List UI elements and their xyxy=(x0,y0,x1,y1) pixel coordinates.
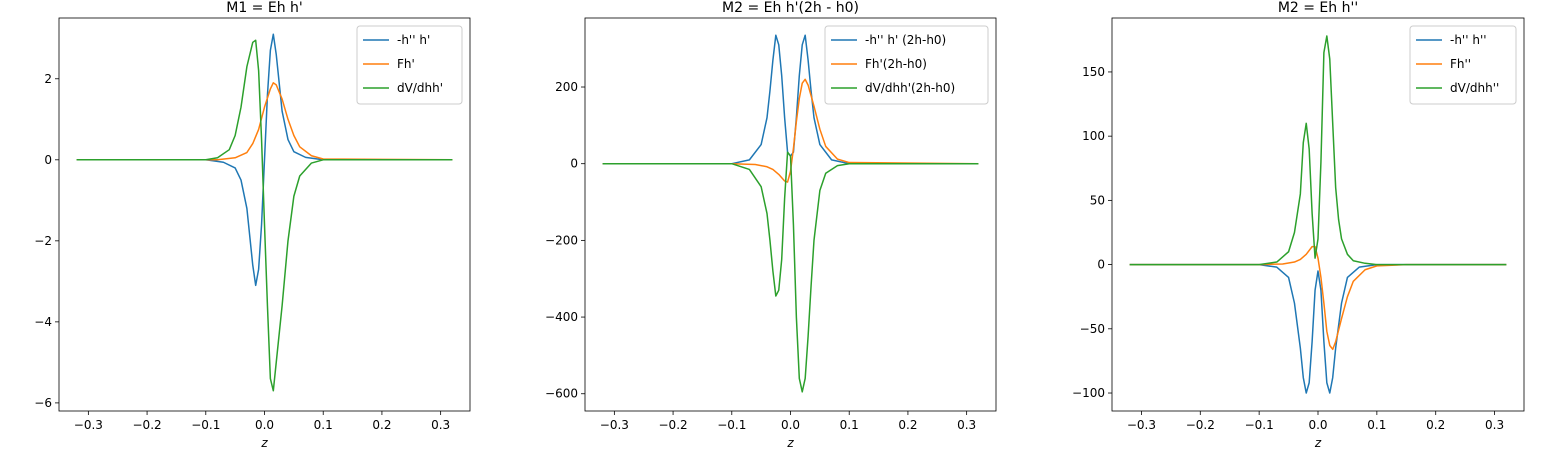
chart-panel-2: −0.3 −0.2 −0.1 0.0 0.1 0.2 0.3 −600 −400 −200 0 200… xyxy=(545,0,997,450)
series-line-3 xyxy=(76,39,453,392)
legend: -h'' h' Fh' dV/dhh' xyxy=(356,25,463,105)
series-line-2 xyxy=(76,82,453,161)
series-line-3 xyxy=(1129,35,1507,266)
x-tick-label: 0.1 xyxy=(1367,418,1386,432)
y-tick-label: −200 xyxy=(545,233,578,247)
legend-label: dV/dhh'(2h-h0) xyxy=(865,81,955,95)
x-tick-label: −0.2 xyxy=(659,418,688,432)
x-tick-label: 0.3 xyxy=(957,418,976,432)
series-line-3 xyxy=(602,151,979,393)
legend: -h'' h'' Fh'' dV/dhh'' xyxy=(1409,25,1517,105)
x-tick-label: 0.0 xyxy=(781,418,800,432)
x-tick-label: −0.2 xyxy=(133,418,162,432)
series-line-1 xyxy=(76,33,453,287)
legend-box xyxy=(1409,25,1517,105)
legend-label: Fh'(2h-h0) xyxy=(865,57,927,71)
series-line-2 xyxy=(602,78,979,183)
x-tick-label: −0.2 xyxy=(1186,418,1215,432)
chart-panel-1: −0.3 −0.2 −0.1 0.0 0.1 0.2 0.3 −6 −4 −2 0 2 M1 = Eh … xyxy=(34,0,471,450)
chart-title: M2 = Eh h'' xyxy=(1278,0,1358,16)
legend-label: Fh' xyxy=(397,57,415,71)
x-tick-label: −0.3 xyxy=(74,418,103,432)
legend-label: -h'' h' xyxy=(397,33,430,47)
legend-label: -h'' h'' xyxy=(1450,33,1487,47)
y-tick-label: −50 xyxy=(1080,322,1105,336)
y-tick-label: −4 xyxy=(34,315,52,329)
legend-label: dV/dhh'' xyxy=(1450,81,1499,95)
legend-box xyxy=(356,25,463,105)
x-tick-label: 0.3 xyxy=(431,418,450,432)
x-axis-label: z xyxy=(786,436,794,450)
y-tick-label: 100 xyxy=(1082,129,1105,143)
series-line-1 xyxy=(1129,263,1507,394)
x-tick-label: 0.0 xyxy=(1308,418,1327,432)
x-tick-label: 0.2 xyxy=(1426,418,1445,432)
x-tick-label: 0.1 xyxy=(314,418,333,432)
x-tick-label: −0.1 xyxy=(191,418,220,432)
y-tick-label: 0 xyxy=(570,157,578,171)
x-tick-label: 0.2 xyxy=(372,418,391,432)
x-axis-label: z xyxy=(260,436,268,450)
legend-label: Fh'' xyxy=(1450,57,1471,71)
chart-panel-3: −0.3 −0.2 −0.1 0.0 0.1 0.2 0.3 −100 −50 0 50 100 150… xyxy=(1072,0,1525,450)
x-tick-label: 0.3 xyxy=(1485,418,1504,432)
legend: -h'' h' (2h-h0) Fh'(2h-h0) dV/dhh'(2h-h0) xyxy=(824,25,989,105)
y-tick-label: −600 xyxy=(545,387,578,401)
chart-title: M1 = Eh h' xyxy=(226,0,303,16)
y-tick-label: 50 xyxy=(1090,193,1105,207)
y-tick-label: 150 xyxy=(1082,65,1105,79)
y-tick-label: −6 xyxy=(34,396,52,410)
y-tick-label: −100 xyxy=(1072,386,1105,400)
x-tick-label: 0.2 xyxy=(898,418,917,432)
chart-title: M2 = Eh h'(2h - h0) xyxy=(722,0,859,16)
legend-box xyxy=(824,25,989,105)
x-tick-label: −0.3 xyxy=(600,418,629,432)
y-tick-label: −2 xyxy=(34,234,52,248)
y-tick-label: 0 xyxy=(44,153,52,167)
y-tick-label: 2 xyxy=(44,72,52,86)
series-line-2 xyxy=(1129,245,1507,351)
x-tick-label: 0.1 xyxy=(840,418,859,432)
y-tick-label: −400 xyxy=(545,310,578,324)
x-tick-label: −0.3 xyxy=(1127,418,1156,432)
x-tick-label: 0.0 xyxy=(255,418,274,432)
y-tick-label: 0 xyxy=(1097,258,1105,272)
y-tick-label: 200 xyxy=(555,80,578,94)
x-tick-label: −0.1 xyxy=(1245,418,1274,432)
legend-label: dV/dhh' xyxy=(397,81,443,95)
x-axis-label: z xyxy=(1314,436,1322,450)
x-tick-label: −0.1 xyxy=(717,418,746,432)
legend-label: -h'' h' (2h-h0) xyxy=(865,33,946,47)
